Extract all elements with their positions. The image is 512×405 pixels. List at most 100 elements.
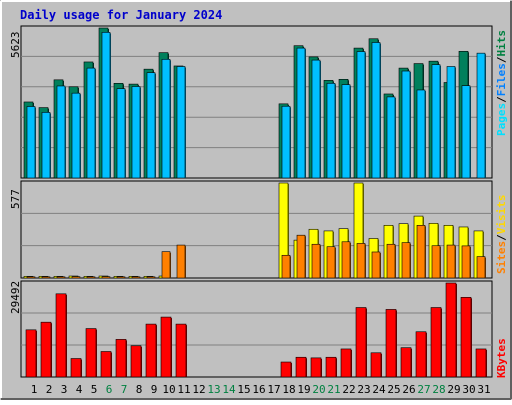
files-bar [57,86,65,178]
kbytes-bar [431,308,441,377]
day-label: 13 [207,383,220,396]
sites-bar [177,245,185,278]
files-bar [462,86,470,178]
day-label: 27 [417,383,430,396]
sites-bar [42,277,50,278]
day-label: 4 [76,383,83,396]
files-bar [297,48,305,178]
kbytes-bar [56,294,66,377]
sites-bar [162,252,170,278]
kbytes-bar [341,349,351,377]
kbytes-bar [386,309,396,377]
chart-title: Daily usage for January 2024 [20,8,222,22]
kbytes-bar [356,308,366,377]
day-label: 26 [402,383,415,396]
kbytes-bar [176,324,186,377]
hits-axis-max-label: 5623 [9,32,22,59]
day-label: 25 [387,383,400,396]
kbytes-axis-max-label: 29492 [9,281,22,314]
kbytes-bar [326,357,336,377]
kbytes-bar [446,283,456,377]
files-bar [102,32,110,178]
day-label: 8 [136,383,143,396]
sites-bar [357,243,365,278]
day-label: 28 [432,383,445,396]
files-bar [117,89,125,178]
sites-bar [147,277,155,278]
day-label: 30 [462,383,475,396]
day-label: 7 [121,383,128,396]
sites-bar [342,242,350,278]
day-label: 15 [237,383,250,396]
legend-entry: Files [495,63,508,96]
day-label: 29 [447,383,460,396]
kbytes-bar [131,346,141,377]
sites-bar [432,246,440,278]
files-bar [162,59,170,178]
day-label: 16 [252,383,265,396]
sites-bar [87,277,95,278]
sites-bar [477,257,485,278]
day-label: 1 [31,383,38,396]
kbytes-bar [101,352,111,377]
sites-bar [27,277,35,278]
day-label: 6 [106,383,113,396]
day-label: 12 [192,383,205,396]
day-label: 11 [177,383,190,396]
files-bar [312,60,320,178]
kbytes-bar [161,317,171,377]
day-label: 21 [327,383,340,396]
legend-entry: Visits [495,195,508,235]
kbytes-bar [26,330,36,377]
files-bar [177,66,185,178]
files-bar [402,71,410,178]
sites-bar [132,277,140,278]
day-label: 18 [282,383,295,396]
kbytes-bar [416,332,426,377]
day-label: 10 [162,383,175,396]
sites-bar [387,244,395,278]
sites-bar [282,255,290,278]
sites-bar [57,277,65,278]
legend-entry: KBytes [495,338,508,378]
kbytes-bar [71,359,81,377]
day-label: 17 [267,383,280,396]
legend-kbytes: KBytes [495,338,508,378]
legend-pages-files-hits: Pages/Files/Hits [495,30,508,136]
kbytes-bar [296,357,306,377]
files-bar [132,87,140,178]
day-label: 19 [297,383,310,396]
kbytes-bar [281,362,291,377]
sites-bar [417,225,425,278]
day-label: 14 [222,383,236,396]
kbytes-bar [371,353,381,377]
day-label: 23 [357,383,370,396]
kbytes-bar [86,329,96,377]
sites-bar [312,244,320,278]
day-label: 2 [46,383,53,396]
visits-axis-max-label: 577 [9,189,22,209]
sites-bar [402,243,410,278]
sites-bar [297,235,305,278]
files-bar [432,65,440,178]
sites-bar [102,277,110,278]
files-bar [72,93,80,178]
kbytes-bar [116,339,126,377]
sites-bar [447,245,455,278]
legend-entry: Sites [495,241,508,274]
files-bar [447,66,455,178]
day-label: 31 [477,383,490,396]
files-bar [327,83,335,178]
kbytes-bar [461,297,471,377]
day-label: 5 [91,383,98,396]
day-label: 3 [61,383,68,396]
day-label: 9 [151,383,158,396]
sites-bar [72,277,80,278]
files-bar [417,90,425,178]
files-bar [27,107,35,178]
sites-bar [372,252,380,278]
sites-bar [327,247,335,278]
kbytes-bar [41,322,51,377]
files-bar [147,73,155,178]
